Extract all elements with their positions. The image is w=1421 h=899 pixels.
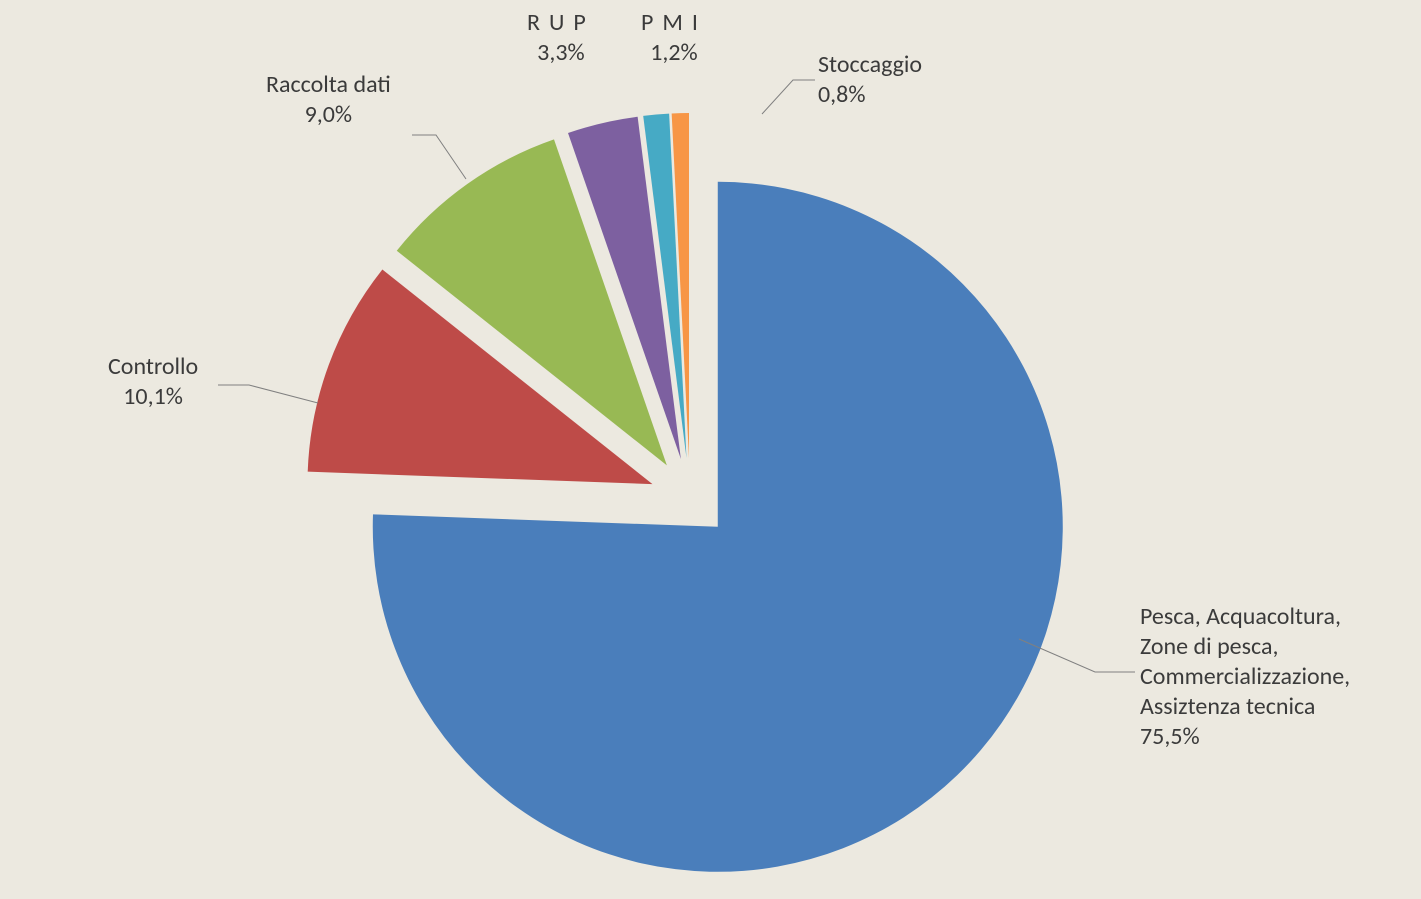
pie-label-line: Raccolta dati [266, 70, 391, 100]
leader-line [412, 135, 466, 179]
pie-label: PMI1,2% [641, 8, 707, 68]
leader-line [218, 385, 318, 403]
pie-label-line: RUP [527, 8, 595, 38]
pie-label-line: Zone di pesca, [1140, 632, 1350, 662]
pie-label-line: PMI [641, 8, 707, 38]
pie-label-line: 75,5% [1140, 722, 1350, 752]
pie-label-line: 3,3% [527, 38, 595, 68]
pie-label: RUP3,3% [527, 8, 595, 68]
pie-label-line: 9,0% [266, 100, 391, 130]
pie-label-line: Commercializzazione, [1140, 662, 1350, 692]
pie-svg [0, 0, 1421, 899]
leader-line [762, 80, 815, 114]
pie-label-line: Stoccaggio [818, 50, 922, 80]
pie-label: Controllo10,1% [108, 352, 198, 412]
pie-label-line: Controllo [108, 352, 198, 382]
pie-label-line: 0,8% [818, 80, 922, 110]
pie-label: Stoccaggio0,8% [818, 50, 922, 110]
pie-label: Pesca, Acquacoltura,Zone di pesca,Commer… [1140, 602, 1350, 752]
pie-label-line: 1,2% [641, 38, 707, 68]
pie-label-line: Pesca, Acquacoltura, [1140, 602, 1350, 632]
pie-label-line: Assiztenza tecnica [1140, 692, 1350, 722]
pie-label-line: 10,1% [108, 382, 198, 412]
pie-label: Raccolta dati9,0% [266, 70, 391, 130]
pie-chart: Pesca, Acquacoltura,Zone di pesca,Commer… [0, 0, 1421, 899]
